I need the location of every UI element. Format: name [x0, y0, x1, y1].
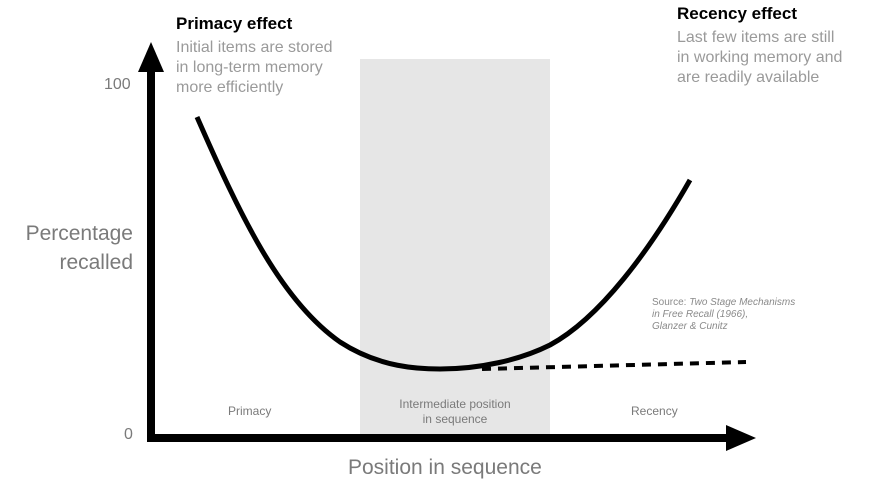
source-authors: Glanzer & Cunitz	[652, 321, 728, 332]
y-axis-arrow-icon	[138, 42, 164, 72]
recency-desc-line: in working memory and	[677, 49, 843, 66]
region-label-line: Intermediate position	[399, 397, 511, 411]
y-axis-label: Percentage recalled	[26, 219, 133, 277]
y-tick-0: 0	[124, 426, 133, 443]
y-axis-label-line: recalled	[59, 251, 133, 274]
region-label-intermediate: Intermediate position in sequence	[360, 397, 550, 427]
primacy-desc-line: Initial items are stored	[176, 39, 333, 56]
y-axis-label-line: Percentage	[25, 222, 133, 245]
primacy-desc-line: more efficiently	[176, 79, 284, 96]
recency-effect-description: Last few items are still in working memo…	[677, 28, 842, 88]
recency-effect-title: Recency effect	[677, 4, 798, 23]
source-title: Two Stage Mechanisms	[689, 297, 796, 308]
region-label-primacy: Primacy	[228, 404, 272, 418]
primacy-effect-title: Primacy effect	[176, 14, 293, 33]
y-tick-100: 100	[104, 76, 131, 93]
source-prefix: Source:	[652, 297, 690, 308]
recall-curve	[194, 115, 693, 372]
delayed-recall-dashed-line	[481, 360, 747, 371]
region-label-line: in sequence	[422, 412, 488, 426]
recency-desc-line: Last few items are still	[677, 29, 835, 46]
source-citation: Source: Two Stage Mechanisms in Free Rec…	[652, 297, 795, 333]
primacy-desc-line: in long-term memory	[176, 59, 323, 76]
source-title-cont: in Free Recall (1966),	[652, 309, 749, 320]
x-axis-label: Position in sequence	[348, 456, 542, 479]
intermediate-region-shade	[360, 59, 550, 438]
region-label-recency: Recency	[631, 404, 678, 418]
primacy-effect-description: Initial items are stored in long-term me…	[176, 38, 333, 98]
recency-desc-line: are readily available	[677, 69, 820, 86]
x-axis-arrow-icon	[726, 425, 756, 451]
